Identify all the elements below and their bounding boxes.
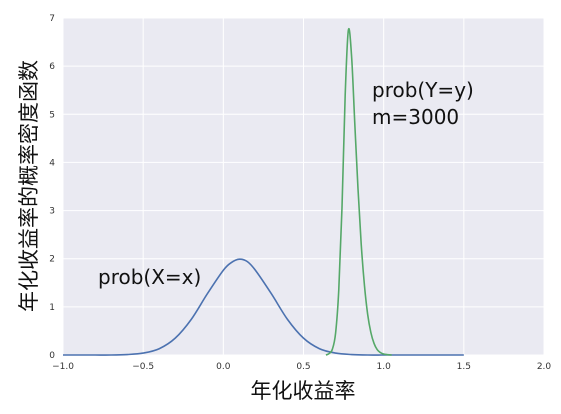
y-tick-label: 0 [49,351,55,361]
x-tick-label: 1.0 [377,362,392,372]
y-tick-labels: 0 1 2 3 4 5 6 7 [49,14,55,361]
grid [62,17,545,356]
series-line-2 [325,27,392,356]
y-tick-label: 7 [49,14,55,24]
y-tick-label: 1 [49,303,55,313]
series-line-1 [63,258,464,356]
y-tick-label: 2 [49,255,55,265]
x-tick-label: 0.0 [216,362,231,372]
y-axis-title: 年化收益率的概率密度函数 [17,60,41,312]
series-group [63,27,464,356]
y-tick-label: 4 [49,158,55,168]
x-tick-label: 0.5 [296,362,310,372]
annotation-prob-y: prob(Y=y) [372,78,474,102]
x-tick-label: −0.5 [132,362,154,372]
x-axis-title: 年化收益率 [251,379,356,403]
y-tick-label: 3 [49,207,55,217]
y-tick-label: 6 [49,62,55,72]
x-tick-label: 1.5 [457,362,471,372]
x-tick-label: 2.0 [537,362,552,372]
annotation-m: m=3000 [372,105,459,129]
x-tick-label: −1.0 [52,362,74,372]
watermark: 知乎 @石川 [479,383,548,399]
y-tick-label: 5 [49,110,55,120]
x-tick-labels: −1.0 −0.5 0.0 0.5 1.0 1.5 2.0 [52,362,551,372]
annotation-prob-x: prob(X=x) [98,265,201,289]
